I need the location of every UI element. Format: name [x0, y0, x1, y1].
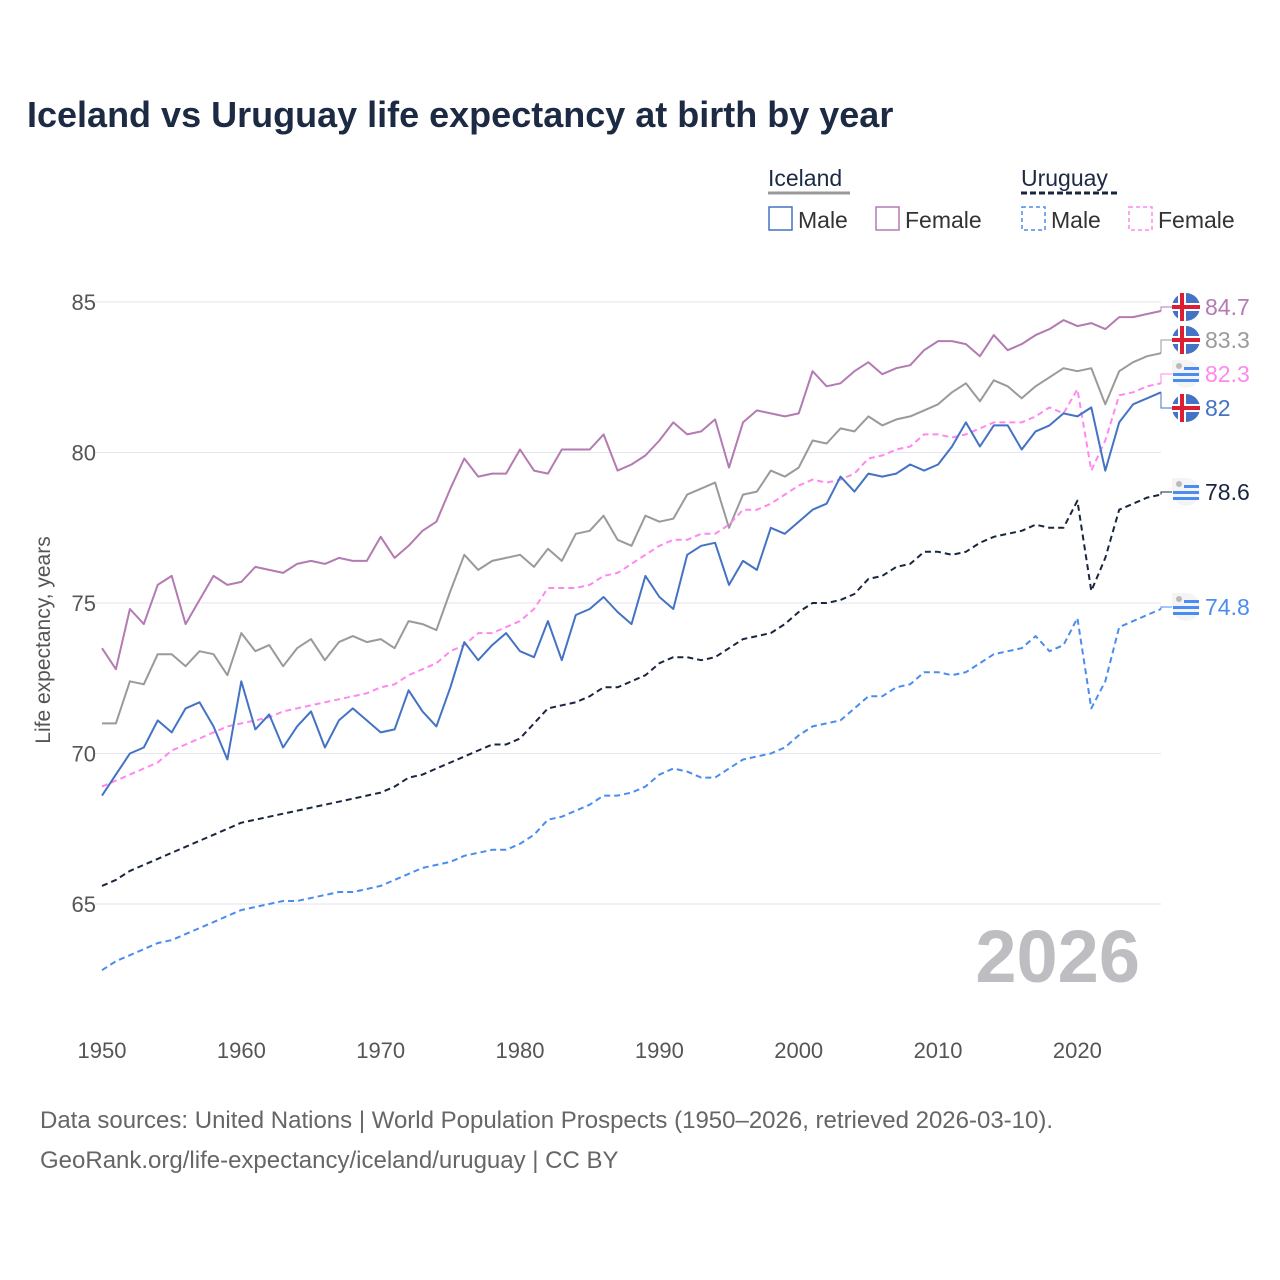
series-line-uruguay-male — [101, 608, 1162, 972]
flag-sun — [1176, 481, 1182, 487]
label-connector — [1160, 339, 1172, 354]
y-tick-label: 80 — [72, 441, 96, 466]
x-tick-label: 1990 — [635, 1038, 684, 1063]
legend-swatch — [875, 206, 900, 231]
y-axis-label: Life expectancy, years — [32, 536, 55, 743]
footer-link[interactable]: GeoRank.org/life-expectancy/iceland/urug… — [40, 1147, 619, 1174]
flag-cross — [1172, 406, 1200, 410]
x-tick-label: 1960 — [217, 1038, 266, 1063]
flag-stripe — [1173, 497, 1199, 500]
x-tick-label: 2010 — [914, 1038, 963, 1063]
flag-cross — [1180, 293, 1184, 321]
flag-cross — [1180, 326, 1184, 354]
series-line-iceland-female — [101, 310, 1162, 671]
flag-stripe — [1173, 485, 1199, 488]
legend-item-iceland-male[interactable]: Male — [798, 207, 848, 233]
legend-group-title: Uruguay — [1021, 165, 1108, 191]
flag-cross — [1172, 338, 1200, 342]
legend-item-uruguay-male[interactable]: Male — [1051, 207, 1101, 233]
end-value-label: 82.3 — [1205, 361, 1250, 387]
x-tick-label: 1970 — [356, 1038, 405, 1063]
legend-item-uruguay-female[interactable]: Female — [1158, 207, 1235, 233]
y-tick-label: 65 — [72, 892, 96, 917]
legend-swatch — [1128, 206, 1153, 231]
flag-stripe — [1173, 491, 1199, 494]
end-value-label: 74.8 — [1205, 594, 1250, 620]
y-tick-label: 85 — [72, 290, 96, 315]
series-line-iceland-male — [101, 391, 1162, 797]
flag-cross — [1172, 305, 1200, 309]
label-connector — [1160, 373, 1172, 384]
label-connector — [1160, 491, 1172, 495]
y-tick-label: 70 — [72, 742, 96, 767]
flag-stripe — [1173, 612, 1199, 615]
flag-cross — [1180, 394, 1184, 422]
legend-group-title: Iceland — [768, 165, 842, 191]
flag-sun — [1176, 363, 1182, 369]
x-tick-label: 1950 — [78, 1038, 127, 1063]
series-line-uruguay-female — [101, 382, 1162, 788]
year-watermark: 2026 — [975, 915, 1140, 998]
legend-swatch — [1021, 206, 1046, 231]
x-tick-label: 1980 — [496, 1038, 545, 1063]
flag-stripe — [1173, 600, 1199, 603]
legend-item-iceland-female[interactable]: Female — [905, 207, 982, 233]
end-value-label: 83.3 — [1205, 327, 1250, 353]
y-tick-label: 75 — [72, 591, 96, 616]
end-value-label: 84.7 — [1205, 294, 1250, 320]
flag-stripe — [1173, 367, 1199, 370]
footer-sources: Data sources: United Nations | World Pop… — [40, 1107, 1054, 1134]
series-line-iceland — [102, 352, 1162, 725]
label-connector — [1160, 392, 1172, 409]
label-connector — [1160, 606, 1172, 610]
label-connector — [1160, 306, 1172, 312]
chart-title: Iceland vs Uruguay life expectancy at bi… — [27, 94, 894, 135]
legend-swatch — [768, 206, 793, 231]
x-tick-label: 2000 — [774, 1038, 823, 1063]
end-value-label: 82 — [1205, 395, 1231, 421]
flag-stripe — [1173, 606, 1199, 609]
flag-sun — [1176, 596, 1182, 602]
x-tick-label: 2020 — [1053, 1038, 1102, 1063]
end-value-label: 78.6 — [1205, 479, 1250, 505]
series-line-uruguay — [101, 493, 1162, 887]
flag-stripe — [1173, 379, 1199, 382]
flag-stripe — [1173, 373, 1199, 376]
